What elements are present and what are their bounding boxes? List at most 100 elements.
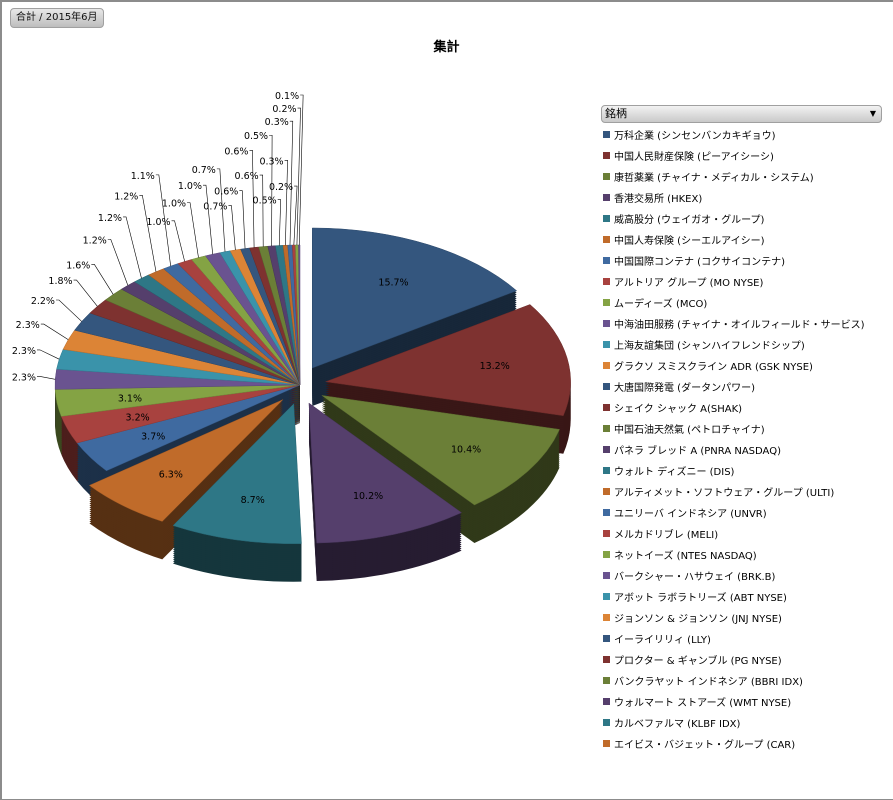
- legend-label: ネットイーズ (NTES NASDAQ): [614, 551, 757, 562]
- legend-item[interactable]: 中国石油天然氣 (ペトロチャイナ): [603, 418, 864, 439]
- legend-swatch: [603, 425, 610, 432]
- legend-item[interactable]: イーライリリィ (LLY): [603, 628, 864, 649]
- legend-item[interactable]: 大唐国際発電 (ダータンパワー): [603, 376, 864, 397]
- legend-label: アルトリア グループ (MO NYSE): [614, 278, 764, 289]
- legend-label: ジョンソン & ジョンソン (JNJ NYSE): [614, 614, 782, 625]
- data-label: 15.7%: [378, 278, 408, 289]
- legend-label: 大唐国際発電 (ダータンパワー): [614, 383, 755, 394]
- legend-item[interactable]: 中国人寿保険 (シーエルアイシー): [603, 229, 864, 250]
- leader-line: [216, 168, 226, 252]
- legend-label: ムーディーズ (MCO): [614, 299, 708, 310]
- legend-item[interactable]: 香港交易所 (HKEX): [603, 187, 864, 208]
- leader-line: [269, 134, 273, 246]
- legend-item[interactable]: パネラ ブレッド A (PNRA NASDAQ): [603, 439, 864, 460]
- legend-item[interactable]: ウォルマート ストアーズ (WMT NYSE): [603, 691, 864, 712]
- legend-item[interactable]: ユニリーバ インドネシア (UNVR): [603, 502, 864, 523]
- legend-label: プロクター & ギャンブル (PG NYSE): [614, 656, 782, 667]
- data-label: 2.3%: [12, 346, 36, 357]
- legend-item[interactable]: ウォルト ディズニー (DIS): [603, 460, 864, 481]
- legend-label: 中国人寿保険 (シーエルアイシー): [614, 236, 765, 247]
- pie-slice[interactable]: [321, 395, 560, 506]
- leader-line: [296, 107, 301, 246]
- legend-item[interactable]: エイビス・バジェット・グループ (CAR): [603, 733, 864, 754]
- legend-swatch: [603, 404, 610, 411]
- legend-item[interactable]: メルカドリブレ (MELI): [603, 523, 864, 544]
- value-field-button[interactable]: 合計 / 2015年6月: [10, 8, 104, 28]
- legend-item[interactable]: プロクター & ギャンブル (PG NYSE): [603, 649, 864, 670]
- legend-label: シェイク シャック A(SHAK): [614, 404, 743, 415]
- legend-item[interactable]: 康哲薬業 (チャイナ・メディカル・システム): [603, 166, 864, 187]
- legend-swatch: [603, 488, 610, 495]
- legend-item[interactable]: アルトリア グループ (MO NYSE): [603, 271, 864, 292]
- leader-line: [239, 190, 246, 249]
- legend-item[interactable]: 上海友誼集団 (シャンハイフレンドシップ): [603, 334, 864, 355]
- data-label: 0.7%: [192, 165, 216, 176]
- legend-label: バンクラヤット インドネシア (BBRI IDX): [614, 677, 803, 688]
- pie-slice[interactable]: [325, 304, 571, 416]
- legend-item[interactable]: バンクラヤット インドネシア (BBRI IDX): [603, 670, 864, 691]
- leader-line: [249, 149, 255, 248]
- legend-item[interactable]: 万科企業 (シンセンバンカキギョウ): [603, 124, 864, 145]
- legend-swatch: [603, 509, 610, 516]
- legend-swatch: [603, 362, 610, 369]
- legend-label: バークシャー・ハサウェイ (BRK.B): [614, 572, 776, 583]
- data-label: 1.2%: [114, 191, 138, 202]
- legend-item[interactable]: 中海油田服務 (チャイナ・オイルフィールド・サービス): [603, 313, 864, 334]
- pie-slice[interactable]: [172, 403, 302, 544]
- pie-slice[interactable]: [88, 399, 284, 522]
- legend-label: ウォルト ディズニー (DIS): [614, 467, 735, 478]
- data-label: 1.0%: [146, 217, 170, 228]
- legend-swatch: [603, 635, 610, 642]
- data-label: 8.7%: [241, 495, 265, 506]
- pie-slice[interactable]: [312, 227, 518, 369]
- data-label: 3.7%: [141, 432, 165, 443]
- legend-item[interactable]: ネットイーズ (NTES NASDAQ): [603, 544, 864, 565]
- legend-item[interactable]: シェイク シャック A(SHAK): [603, 397, 864, 418]
- data-label: 0.2%: [272, 104, 296, 115]
- legend-item[interactable]: ジョンソン & ジョンソン (JNJ NYSE): [603, 607, 864, 628]
- legend-label: 中国石油天然氣 (ペトロチャイナ): [614, 425, 765, 436]
- leader-line: [298, 94, 304, 246]
- data-label: 2.3%: [12, 372, 36, 383]
- data-label: 1.6%: [66, 260, 90, 271]
- legend-label: 康哲薬業 (チャイナ・メディカル・システム): [614, 173, 814, 184]
- data-label: 13.2%: [480, 361, 510, 372]
- legend-label: メルカドリブレ (MELI): [614, 530, 719, 541]
- legend-swatch: [603, 173, 610, 180]
- legend-item[interactable]: アルティメット・ソフトウェア・グループ (ULTI): [603, 481, 864, 502]
- legend-label: 威高股分 (ウェイガオ・グループ): [614, 215, 765, 226]
- dropdown-arrow-icon: ▼: [869, 109, 876, 118]
- legend-label: 中国人民財産保険 (ピーアイシーシ): [614, 152, 774, 163]
- legend-label: 中国国際コンテナ (コクサイコンテナ): [614, 257, 785, 268]
- legend-item[interactable]: 中国国際コンテナ (コクサイコンテナ): [603, 250, 864, 271]
- legend-item[interactable]: バークシャー・ハサウェイ (BRK.B): [603, 565, 864, 586]
- leader-line: [259, 174, 264, 247]
- data-label: 2.2%: [31, 296, 55, 307]
- legend-item[interactable]: 威高股分 (ウェイガオ・グループ): [603, 208, 864, 229]
- legend-field-label: 銘柄: [605, 107, 627, 120]
- leader-line: [40, 323, 69, 340]
- legend-item[interactable]: グラクソ スミスクライン ADR (GSK NYSE): [603, 355, 864, 376]
- data-label: 3.1%: [118, 394, 142, 405]
- legend-swatch: [603, 656, 610, 663]
- legend-item[interactable]: ムーディーズ (MCO): [603, 292, 864, 313]
- legend-label: ウォルマート ストアーズ (WMT NYSE): [614, 698, 792, 709]
- legend-swatch: [603, 698, 610, 705]
- data-label: 10.2%: [353, 491, 383, 502]
- pie-slice[interactable]: [308, 402, 463, 544]
- legend-label: グラクソ スミスクライン ADR (GSK NYSE): [614, 362, 813, 373]
- legend-item[interactable]: カルベファルマ (KLBF IDX): [603, 712, 864, 733]
- leader-line: [37, 349, 60, 360]
- pie-slice[interactable]: [298, 244, 301, 386]
- legend-swatch: [603, 278, 610, 285]
- legend-field-dropdown[interactable]: 銘柄 ▼: [601, 105, 882, 123]
- data-label: 3.2%: [126, 412, 150, 423]
- legend-label: ユニリーバ インドネシア (UNVR): [614, 509, 767, 520]
- legend-swatch: [603, 614, 610, 621]
- legend-item[interactable]: アボット ラボラトリーズ (ABT NYSE): [603, 586, 864, 607]
- leader-line: [228, 205, 236, 250]
- legend-label: カルベファルマ (KLBF IDX): [614, 719, 741, 730]
- legend-item[interactable]: 中国人民財産保険 (ピーアイシーシ): [603, 145, 864, 166]
- leader-line: [187, 202, 199, 258]
- legend-label: パネラ ブレッド A (PNRA NASDAQ): [614, 446, 781, 457]
